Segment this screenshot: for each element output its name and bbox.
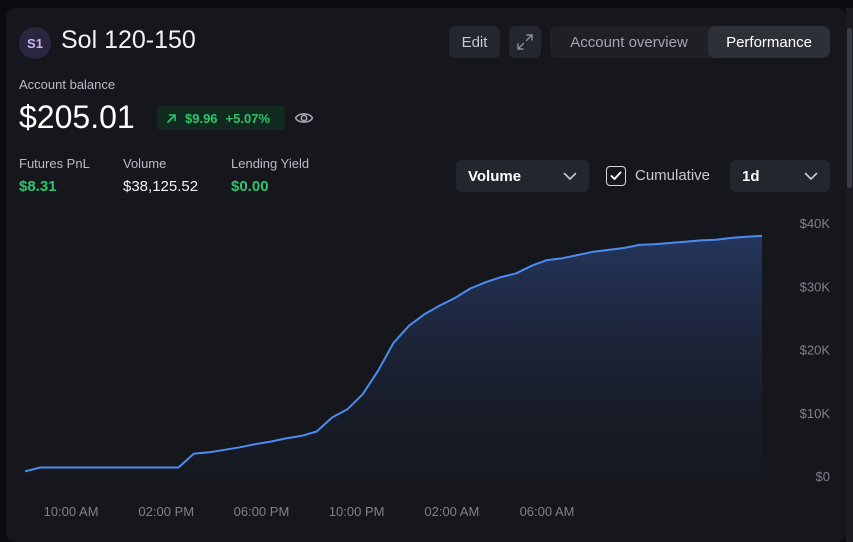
- volume-series-line[interactable]: [24, 234, 763, 473]
- futures-pnl-value: $8.31: [19, 178, 57, 195]
- check-icon: [610, 171, 622, 180]
- volume-value: $38,125.52: [123, 178, 199, 195]
- lending-yield-label: Lending Yield: [231, 156, 310, 171]
- chevron-down-icon: [804, 172, 818, 180]
- balance-label: Account balance: [19, 77, 116, 92]
- expand-button[interactable]: [509, 26, 541, 58]
- balance-value: $205.01: [19, 99, 135, 135]
- edit-button[interactable]: Edit: [449, 26, 500, 58]
- account-avatar: S1: [19, 27, 51, 59]
- tab-account-overview[interactable]: Account overview: [570, 33, 688, 51]
- eye-icon[interactable]: [294, 109, 314, 127]
- chevron-down-icon: [563, 172, 577, 180]
- futures-pnl-label: Futures PnL: [19, 156, 90, 171]
- performance-panel: [6, 8, 846, 542]
- change-amount: $9.96: [185, 110, 218, 126]
- cumulative-checkbox[interactable]: [606, 166, 626, 186]
- range-select-value: 1d: [742, 167, 760, 185]
- balance-change-badge: $9.96 +5.07%: [157, 106, 285, 130]
- metric-select[interactable]: Volume: [456, 160, 589, 192]
- range-select[interactable]: 1d: [730, 160, 830, 192]
- account-name: Sol 120-150: [61, 26, 196, 54]
- volume-label: Volume: [123, 156, 167, 171]
- scrollbar-thumb[interactable]: [847, 28, 852, 188]
- metric-select-value: Volume: [468, 167, 522, 185]
- tab-performance[interactable]: Performance: [708, 26, 830, 58]
- expand-icon: [517, 34, 533, 50]
- view-tabs: Account overview Performance: [550, 26, 830, 58]
- cumulative-label[interactable]: Cumulative: [635, 167, 711, 184]
- lending-yield-value: $0.00: [231, 178, 269, 195]
- change-percent: +5.07%: [225, 110, 270, 126]
- scrollbar[interactable]: [846, 8, 853, 542]
- arrow-up-right-icon: [167, 113, 176, 123]
